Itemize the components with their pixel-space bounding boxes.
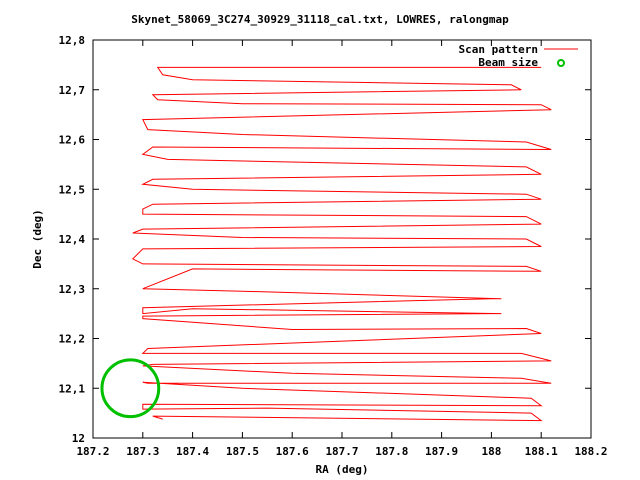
x-tick-label: 188.1 <box>525 445 558 458</box>
legend-beam-size-swatch <box>557 59 565 67</box>
x-tick-label: 187.9 <box>425 445 458 458</box>
legend-beam-size-label: Beam size <box>478 56 538 69</box>
x-tick-label: 187.6 <box>276 445 309 458</box>
chart-title: Skynet_58069_3C274_30929_31118_cal.txt, … <box>131 13 509 26</box>
x-tick-label: 187.8 <box>375 445 408 458</box>
axis-ticks: 187.2 187.3 187.4 187.5 187.6 187.7 187.8 187.9… <box>59 34 608 458</box>
y-tick-label: 12,2 <box>59 333 86 346</box>
x-tick-label: 187.2 <box>76 445 109 458</box>
plot-area <box>100 66 552 422</box>
x-tick-label: 187.3 <box>126 445 159 458</box>
x-tick-label: 187.4 <box>176 445 209 458</box>
x-axis-label: RA (deg) <box>316 463 369 476</box>
y-axis-label: Dec (deg) <box>31 209 44 269</box>
legend: Scan pattern Beam size <box>459 43 578 69</box>
scan-pattern-line <box>131 66 552 422</box>
y-tick-label: 12,3 <box>59 283 86 296</box>
y-tick-label: 12,4 <box>59 233 86 246</box>
x-tick-label: 188.2 <box>574 445 607 458</box>
y-tick-label: 12 <box>72 432 85 445</box>
y-tick-label: 12,7 <box>59 84 86 97</box>
y-tick-label: 12,5 <box>59 183 86 196</box>
beam-size-circle <box>100 358 161 419</box>
x-tick-label: 188 <box>481 445 501 458</box>
x-tick-label: 187.7 <box>325 445 358 458</box>
y-tick-label: 12,6 <box>59 134 86 147</box>
legend-scan-pattern-label: Scan pattern <box>459 43 538 56</box>
y-tick-label: 12,1 <box>59 382 86 395</box>
y-tick-label: 12,8 <box>59 34 86 47</box>
x-tick-label: 187.5 <box>226 445 259 458</box>
